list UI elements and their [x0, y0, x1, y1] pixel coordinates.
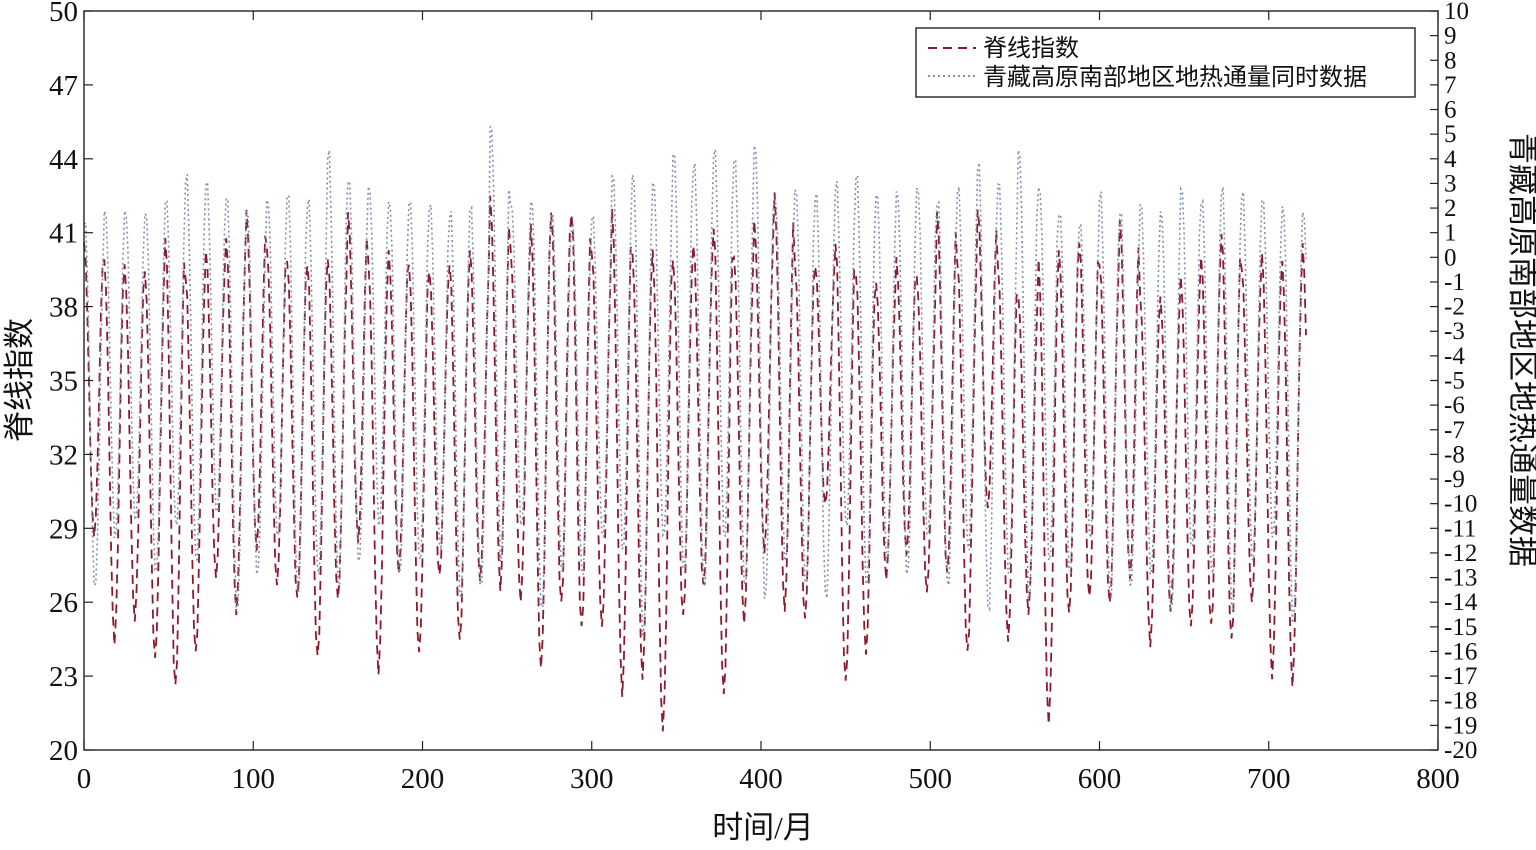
left-axis-title: 脊线指数 — [2, 318, 37, 442]
legend-box — [915, 27, 1416, 98]
right-tick-label: -6 — [1444, 392, 1465, 419]
right-tick-label: -10 — [1444, 491, 1477, 518]
right-tick-label: -14 — [1444, 589, 1478, 616]
left-tick-label: 23 — [49, 661, 78, 693]
left-tick-label: 32 — [49, 439, 78, 471]
left-tick-label: 20 — [49, 735, 78, 767]
right-tick-label: -15 — [1444, 614, 1477, 641]
right-tick-label: 3 — [1444, 170, 1457, 197]
x-tick-label: 800 — [1416, 763, 1460, 795]
left-tick-label: 29 — [49, 513, 78, 545]
right-tick-label: -1 — [1444, 269, 1465, 296]
ticks: 0 100 200 300 400 500 600 700 800202326293235384… — [49, 0, 1478, 795]
series-line-1 — [83, 126, 1307, 636]
right-tick-label: -18 — [1444, 688, 1477, 715]
legend-label-heat: 青藏高原南部地区地热通量同时数据 — [983, 64, 1367, 91]
left-tick-label: 26 — [49, 587, 78, 619]
right-tick-label: 1 — [1444, 220, 1457, 247]
legend-label-ridge: 脊线指数 — [983, 35, 1079, 62]
x-tick-label: 500 — [909, 763, 953, 795]
right-tick-label: -8 — [1444, 441, 1465, 468]
right-tick-label: -3 — [1444, 318, 1465, 345]
legend: 脊线指数 青藏高原南部地区地热通量同时数据 — [915, 27, 1416, 98]
right-tick-label: -5 — [1444, 368, 1465, 395]
left-tick-label: 35 — [49, 366, 78, 398]
plot-frame — [83, 10, 1439, 751]
x-axis-title: 时间/月 — [712, 810, 814, 845]
x-tick-label: 400 — [739, 763, 783, 795]
x-tick-label: 300 — [570, 763, 614, 795]
right-tick-label: 2 — [1444, 195, 1457, 222]
series-line-0 — [83, 192, 1307, 732]
right-tick-label: 8 — [1444, 47, 1457, 74]
right-tick-label: -20 — [1444, 737, 1477, 764]
x-tick-label: 700 — [1247, 763, 1291, 795]
x-tick-label: 100 — [232, 763, 276, 795]
right-tick-label: -11 — [1444, 515, 1476, 542]
left-tick-label: 44 — [49, 144, 79, 176]
right-tick-label: 5 — [1444, 121, 1457, 148]
left-tick-label: 50 — [49, 0, 78, 28]
plot-area — [83, 126, 1307, 732]
right-tick-label: 9 — [1444, 23, 1457, 50]
right-axis-title: 青藏高原南部地区地热通量数据 — [1505, 133, 1536, 567]
right-tick-label: -12 — [1444, 540, 1477, 567]
right-tick-label: -19 — [1444, 712, 1477, 739]
right-tick-label: -7 — [1444, 417, 1465, 444]
right-tick-label: -2 — [1444, 294, 1465, 321]
right-tick-label: 7 — [1444, 72, 1457, 99]
right-tick-label: -17 — [1444, 663, 1477, 690]
left-tick-label: 41 — [49, 218, 78, 250]
left-tick-label: 38 — [49, 292, 78, 324]
x-tick-label: 200 — [401, 763, 445, 795]
right-tick-label: 4 — [1444, 146, 1457, 173]
x-tick-label: 600 — [1078, 763, 1122, 795]
right-tick-label: 0 — [1444, 244, 1457, 271]
right-tick-label: 10 — [1444, 0, 1469, 25]
left-tick-label: 47 — [49, 70, 78, 102]
x-tick-label: 0 — [77, 763, 92, 795]
right-tick-label: 6 — [1444, 97, 1457, 124]
right-tick-label: -4 — [1444, 343, 1465, 370]
right-tick-label: -13 — [1444, 565, 1477, 592]
right-tick-label: -16 — [1444, 638, 1477, 665]
axes — [83, 10, 1439, 751]
right-tick-label: -9 — [1444, 466, 1465, 493]
